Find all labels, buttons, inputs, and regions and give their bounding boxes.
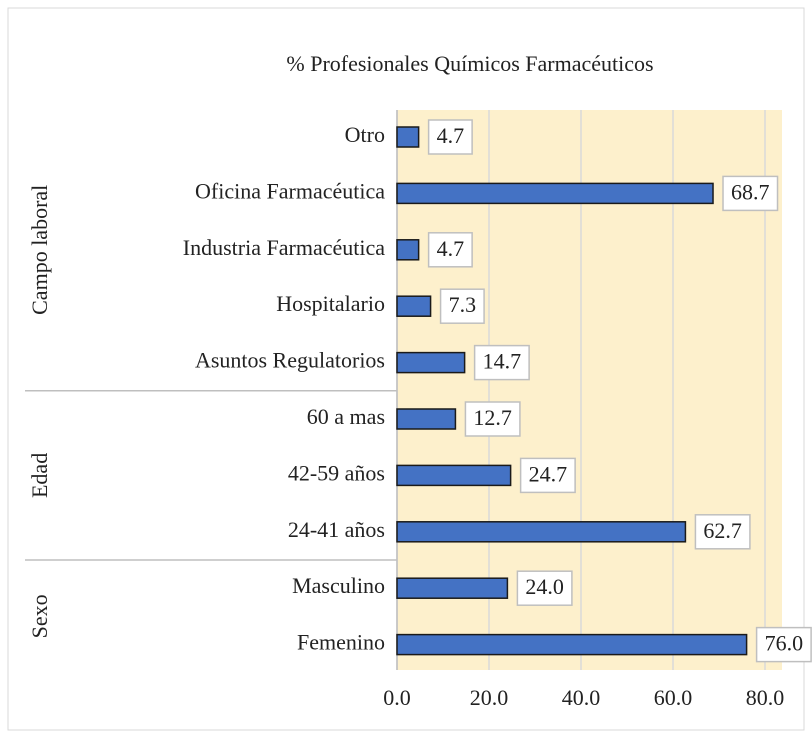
y-tick-label: Masculino xyxy=(292,573,385,598)
group-label: Sexo xyxy=(27,594,52,638)
y-tick-label: Femenino xyxy=(297,630,385,655)
data-label: 4.7 xyxy=(437,123,465,148)
data-label-box xyxy=(473,344,530,381)
x-tick-label: 40.0 xyxy=(562,685,601,710)
data-label-box xyxy=(439,288,485,324)
bar xyxy=(396,408,457,430)
data-label-box xyxy=(755,626,812,663)
data-label: 62.7 xyxy=(703,518,742,543)
bar xyxy=(396,577,509,599)
data-label: 7.3 xyxy=(449,292,477,317)
y-tick-label: Hospitalario xyxy=(276,291,385,316)
data-label-box xyxy=(427,119,473,155)
bar xyxy=(396,464,512,487)
y-tick-label: 60 a mas xyxy=(307,404,385,429)
y-tick-label: 24-41 años xyxy=(288,517,385,542)
data-label-box xyxy=(694,514,751,550)
data-label-box xyxy=(427,232,473,268)
bar xyxy=(396,633,748,656)
bar xyxy=(396,521,687,543)
bar xyxy=(396,351,466,374)
data-label-box xyxy=(464,401,521,437)
chart-title: % Profesionales Químicos Farmacéuticos xyxy=(286,51,653,76)
y-tick-label: Oficina Farmacéutica xyxy=(195,178,385,203)
y-tick-label: Otro xyxy=(345,122,385,147)
x-tick-label: 0.0 xyxy=(383,685,411,710)
bar xyxy=(396,295,432,317)
data-label: 4.7 xyxy=(437,236,465,261)
data-label: 12.7 xyxy=(473,405,512,430)
data-label: 24.0 xyxy=(525,574,564,599)
bar xyxy=(396,182,714,205)
bar xyxy=(396,126,420,148)
data-label: 76.0 xyxy=(765,631,804,656)
data-label-box xyxy=(519,457,576,494)
y-tick-label: Asuntos Regulatorios xyxy=(195,348,385,373)
y-tick-label: 42-59 años xyxy=(288,460,385,485)
x-tick-label: 80.0 xyxy=(746,685,785,710)
bar xyxy=(396,239,420,261)
x-tick-label: 60.0 xyxy=(654,685,693,710)
group-label: Campo laboral xyxy=(27,185,52,315)
x-tick-label: 20.0 xyxy=(470,685,509,710)
group-label: Edad xyxy=(27,453,52,498)
data-label: 24.7 xyxy=(529,461,568,486)
data-label-box xyxy=(516,570,573,606)
data-label: 14.7 xyxy=(483,349,522,374)
data-label: 68.7 xyxy=(731,179,770,204)
y-tick-label: Industria Farmacéutica xyxy=(183,235,385,260)
data-label-box xyxy=(722,175,779,212)
